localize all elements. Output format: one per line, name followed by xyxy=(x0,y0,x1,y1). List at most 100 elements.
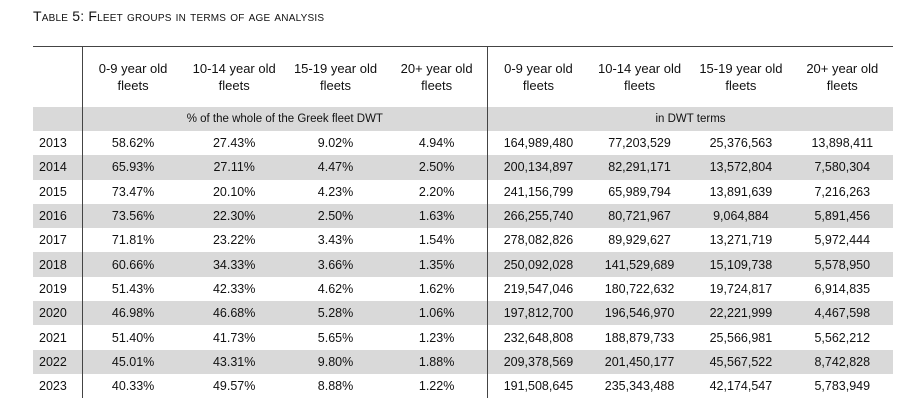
dwt-cell: 191,508,645 xyxy=(487,373,589,399)
percent-cell: 46.68% xyxy=(183,301,285,326)
percent-cell: 1.54% xyxy=(418,233,455,248)
percent-cell: 5.65% xyxy=(317,330,354,345)
percent-cell: 73.56% xyxy=(81,203,184,229)
percent-cell: 46.98% xyxy=(81,301,184,326)
dwt-cell: 13,271,719 xyxy=(709,233,773,248)
dwt-cell: 266,255,740 xyxy=(487,203,589,229)
dwt-cell: 188,879,733 xyxy=(604,330,675,345)
dwt-cell: 201,450,177 xyxy=(588,349,691,374)
dwt-cell: 6,914,835 xyxy=(814,281,871,296)
percent-group-header: % of the whole of the Greek fleet DWT xyxy=(81,107,488,131)
percent-cell: 1.22% xyxy=(418,379,455,394)
dwt-cell: 82,291,171 xyxy=(588,155,691,180)
column-header: 15-19 year old fleets xyxy=(293,61,378,93)
table-row: 2023 40.33% 49.57% 8.88% 1.22% 191,508,645 235… xyxy=(33,373,893,399)
year-cell: 2023 xyxy=(39,379,67,394)
dwt-cell: 13,898,411 xyxy=(811,136,874,151)
year-header-cell xyxy=(33,47,82,108)
year-cell: 2022 xyxy=(33,349,83,374)
dwt-cell: 19,724,817 xyxy=(709,281,773,296)
dwt-cell: 65,989,794 xyxy=(608,184,671,199)
percent-cell: 4.23% xyxy=(317,184,354,199)
column-header: 0-9 year old fleets xyxy=(487,46,589,107)
percent-cell: 8.88% xyxy=(317,379,354,394)
table-row: 2022 45.01% 43.31% 9.80% 1.88% 209,378,569 201… xyxy=(33,349,893,374)
year-cell: 2017 xyxy=(39,233,67,248)
percent-cell: 34.33% xyxy=(183,252,285,277)
dwt-cell: 15,109,738 xyxy=(690,252,792,277)
group-header-blank xyxy=(33,107,83,131)
table-row: 2014 65.93% 27.11% 4.47% 2.50% 200,134,897 82,… xyxy=(33,155,893,180)
dwt-cell: 80,721,967 xyxy=(588,203,691,229)
year-cell: 2015 xyxy=(39,184,67,199)
table-row: 2021 51.40% 41.73% 5.65% 1.23% 232,648,808 188… xyxy=(33,325,893,350)
dwt-cell: 241,156,799 xyxy=(487,179,589,204)
dwt-cell: 5,562,212 xyxy=(814,330,871,345)
percent-cell: 9.02% xyxy=(317,136,354,151)
column-header: 20+ year old fleets xyxy=(400,61,473,93)
percent-cell: 51.40% xyxy=(81,325,184,350)
percent-cell: 1.06% xyxy=(386,301,488,326)
dwt-cell: 25,566,981 xyxy=(709,330,773,345)
percent-cell: 43.31% xyxy=(183,349,285,374)
percent-cell: 2.50% xyxy=(386,155,488,180)
group-header-row: % of the whole of the Greek fleet DWT in… xyxy=(33,107,893,131)
year-cell: 2016 xyxy=(33,203,83,229)
fleet-age-table: 0-9 year old fleets 10-14 year old fleet… xyxy=(33,46,893,399)
dwt-cell: 8,742,828 xyxy=(791,349,893,374)
percent-cell: 60.66% xyxy=(81,252,184,277)
year-cell: 2019 xyxy=(39,281,67,296)
percent-cell: 4.47% xyxy=(284,155,387,180)
dwt-cell: 232,648,808 xyxy=(487,325,589,350)
percent-cell: 1.88% xyxy=(386,349,488,374)
percent-cell: 49.57% xyxy=(212,379,256,394)
percent-cell: 4.94% xyxy=(418,136,455,151)
percent-cell: 2.20% xyxy=(418,184,455,199)
column-header: 0-9 year old fleets xyxy=(81,46,184,107)
dwt-cell: 13,572,804 xyxy=(690,155,792,180)
column-header: 15-19 year old fleets xyxy=(699,61,783,93)
year-cell: 2013 xyxy=(39,136,67,151)
dwt-cell: 5,578,950 xyxy=(791,252,893,277)
dwt-cell: 235,343,488 xyxy=(604,379,675,394)
table-title: Table 5: Fleet groups in terms of age an… xyxy=(33,8,325,24)
percent-cell: 40.33% xyxy=(81,373,184,399)
dwt-cell: 141,529,689 xyxy=(588,252,691,277)
table-row: 2015 73.47% 20.10% 4.23% 2.20% 241,156,799 65,… xyxy=(33,179,893,204)
column-header: 10-14 year old fleets xyxy=(597,61,682,93)
dwt-cell: 13,891,639 xyxy=(709,184,773,199)
dwt-cell: 200,134,897 xyxy=(487,155,589,180)
percent-cell: 20.10% xyxy=(212,184,256,199)
percent-cell: 27.11% xyxy=(183,155,285,180)
percent-cell: 23.22% xyxy=(212,233,256,248)
table-row: 2020 46.98% 46.68% 5.28% 1.06% 197,812,700 196… xyxy=(33,301,893,326)
percent-cell: 22.30% xyxy=(183,203,285,229)
dwt-cell: 250,092,028 xyxy=(487,252,589,277)
dwt-cell: 278,082,826 xyxy=(487,228,589,253)
dwt-cell: 25,376,563 xyxy=(709,136,773,151)
percent-cell: 41.73% xyxy=(212,330,256,345)
dwt-cell: 164,989,480 xyxy=(487,131,589,156)
year-cell: 2018 xyxy=(33,252,83,277)
percent-cell: 73.47% xyxy=(81,179,184,204)
dwt-cell: 9,064,884 xyxy=(690,203,792,229)
dwt-cell: 197,812,700 xyxy=(487,301,589,326)
percent-cell: 58.62% xyxy=(81,131,184,156)
column-header: 10-14 year old fleets xyxy=(192,61,276,93)
percent-cell: 4.62% xyxy=(317,281,354,296)
dwt-cell: 7,216,263 xyxy=(814,184,871,199)
percent-cell: 65.93% xyxy=(81,155,184,180)
percent-cell: 1.23% xyxy=(418,330,455,345)
dwt-cell: 209,378,569 xyxy=(487,349,589,374)
percent-cell: 51.43% xyxy=(81,276,184,302)
year-cell: 2021 xyxy=(39,330,67,345)
dwt-cell: 89,929,627 xyxy=(608,233,671,248)
year-cell: 2020 xyxy=(33,301,83,326)
dwt-cell: 77,203,529 xyxy=(608,136,671,151)
percent-cell: 42.33% xyxy=(212,281,256,296)
dwt-cell: 180,722,632 xyxy=(604,281,675,296)
percent-cell: 45.01% xyxy=(81,349,184,374)
table-row: 2019 51.43% 42.33% 4.62% 1.62% 219,547,046 180… xyxy=(33,276,893,302)
dwt-cell: 5,972,444 xyxy=(814,233,871,248)
table-row: 2013 58.62% 27.43% 9.02% 4.94% 164,989,480 77,… xyxy=(33,131,893,156)
